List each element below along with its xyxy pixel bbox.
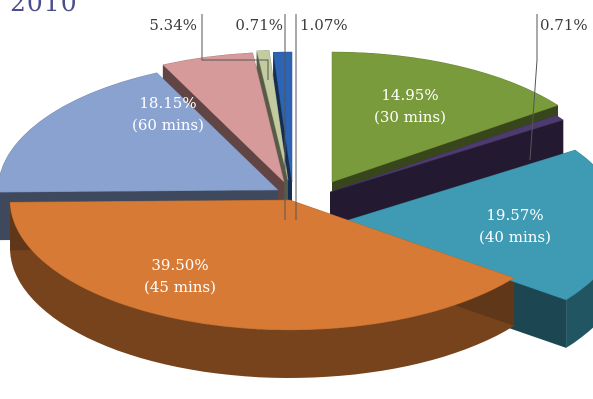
pie-slice-2 (341, 149, 593, 301)
pie-slice-4 (0, 72, 279, 193)
pie-slice-7 (272, 51, 293, 183)
leader-line-1 (529, 14, 538, 161)
pie-slice-6 (256, 50, 289, 181)
pie-slice-3 (9, 199, 515, 331)
slice-label-1: 0.71% (540, 16, 588, 34)
slice-sublabel-3: (45 mins) (144, 278, 216, 296)
leader-line-5 (201, 14, 269, 80)
slice-label-3: 39.50% (151, 256, 208, 274)
pie-labels: 14.95% (30 mins) 0.71% 19.57% (40 mins) 39.50… (132, 14, 588, 296)
slice-label-7: 1.07% (300, 16, 348, 34)
slice-sublabel-2: (40 mins) (479, 228, 551, 246)
slice-label-5: 5.34% (149, 16, 197, 34)
pie-slice-5 (162, 52, 285, 183)
slice-label-6: 0.71% (235, 16, 283, 34)
pie-slice-0 (331, 51, 559, 183)
pie-tops (0, 50, 593, 331)
chart-title: 2010 (10, 0, 78, 17)
slice-label-2: 19.57% (486, 206, 543, 224)
slice-label-4: 18.15% (139, 94, 196, 112)
slice-sublabel-4: (60 mins) (132, 116, 204, 134)
slice-sublabel-0: (30 mins) (374, 108, 446, 126)
pie-slice-side-3 (10, 202, 515, 378)
slice-label-0: 14.95% (381, 86, 438, 104)
pie-slice-1 (329, 115, 564, 193)
